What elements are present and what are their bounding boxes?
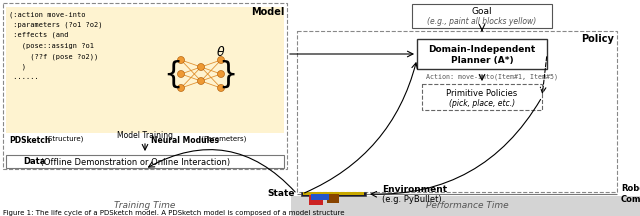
Text: Model Training: Model Training <box>117 131 173 140</box>
Text: Goal: Goal <box>472 6 492 16</box>
Text: ): ) <box>9 64 26 70</box>
Bar <box>303 192 364 195</box>
Text: (pick, place, etc.): (pick, place, etc.) <box>449 98 515 108</box>
Circle shape <box>198 78 205 84</box>
Bar <box>327 194 339 203</box>
Text: :effects (and: :effects (and <box>9 32 68 38</box>
Circle shape <box>218 84 225 92</box>
Text: }: } <box>218 59 237 89</box>
Text: (Parameters): (Parameters) <box>199 136 246 143</box>
Bar <box>412 4 552 28</box>
Circle shape <box>218 57 225 64</box>
Bar <box>291 196 640 216</box>
Text: Neural Modules: Neural Modules <box>151 136 219 145</box>
Text: Planner (A*): Planner (A*) <box>451 56 513 65</box>
Bar <box>3 3 287 169</box>
Text: (Offline Demonstration or Online Interaction): (Offline Demonstration or Online Interac… <box>38 157 230 167</box>
Text: State: State <box>268 189 295 199</box>
Bar <box>6 155 284 168</box>
Text: Robot
Command: Robot Command <box>621 184 640 204</box>
Text: (e.g. PyBullet): (e.g. PyBullet) <box>382 195 442 205</box>
Text: Primitive Policies: Primitive Policies <box>446 89 518 97</box>
Bar <box>311 194 329 200</box>
Text: :parameters (?o1 ?o2): :parameters (?o1 ?o2) <box>9 22 102 28</box>
Bar <box>0 196 291 216</box>
Text: (pose::assign ?o1: (pose::assign ?o1 <box>9 43 94 49</box>
Text: PDSketch: PDSketch <box>9 136 51 145</box>
Text: Domain-Independent: Domain-Independent <box>428 44 536 54</box>
Text: (Structure): (Structure) <box>43 136 83 143</box>
Circle shape <box>177 57 184 64</box>
Bar <box>301 192 366 196</box>
Text: Policy: Policy <box>581 34 614 44</box>
Bar <box>6 7 284 133</box>
Circle shape <box>177 84 184 92</box>
Text: Environment: Environment <box>382 186 447 194</box>
Text: Data: Data <box>23 157 45 167</box>
Bar <box>422 84 542 110</box>
Text: (??f (pose ?o2)): (??f (pose ?o2)) <box>9 53 99 59</box>
Text: {: { <box>163 59 182 89</box>
Circle shape <box>198 64 205 70</box>
Text: ......: ...... <box>9 74 39 80</box>
Circle shape <box>218 70 225 78</box>
Circle shape <box>177 70 184 78</box>
Text: Model: Model <box>251 7 284 17</box>
Text: Training Time: Training Time <box>115 202 176 211</box>
Text: (e.g., paint all blocks yellow): (e.g., paint all blocks yellow) <box>428 16 536 25</box>
Text: Action: move-into(Item#1, Item#5): Action: move-into(Item#1, Item#5) <box>426 74 558 81</box>
Bar <box>309 195 323 205</box>
Text: Performance Time: Performance Time <box>426 202 508 211</box>
Bar <box>417 39 547 69</box>
Text: Figure 1: The life cycle of a PDSketch model. A PDSketch model is composed of a : Figure 1: The life cycle of a PDSketch m… <box>3 210 344 216</box>
Bar <box>297 31 617 192</box>
Text: $\theta$: $\theta$ <box>216 45 226 59</box>
Text: (:action move-into: (:action move-into <box>9 11 86 17</box>
